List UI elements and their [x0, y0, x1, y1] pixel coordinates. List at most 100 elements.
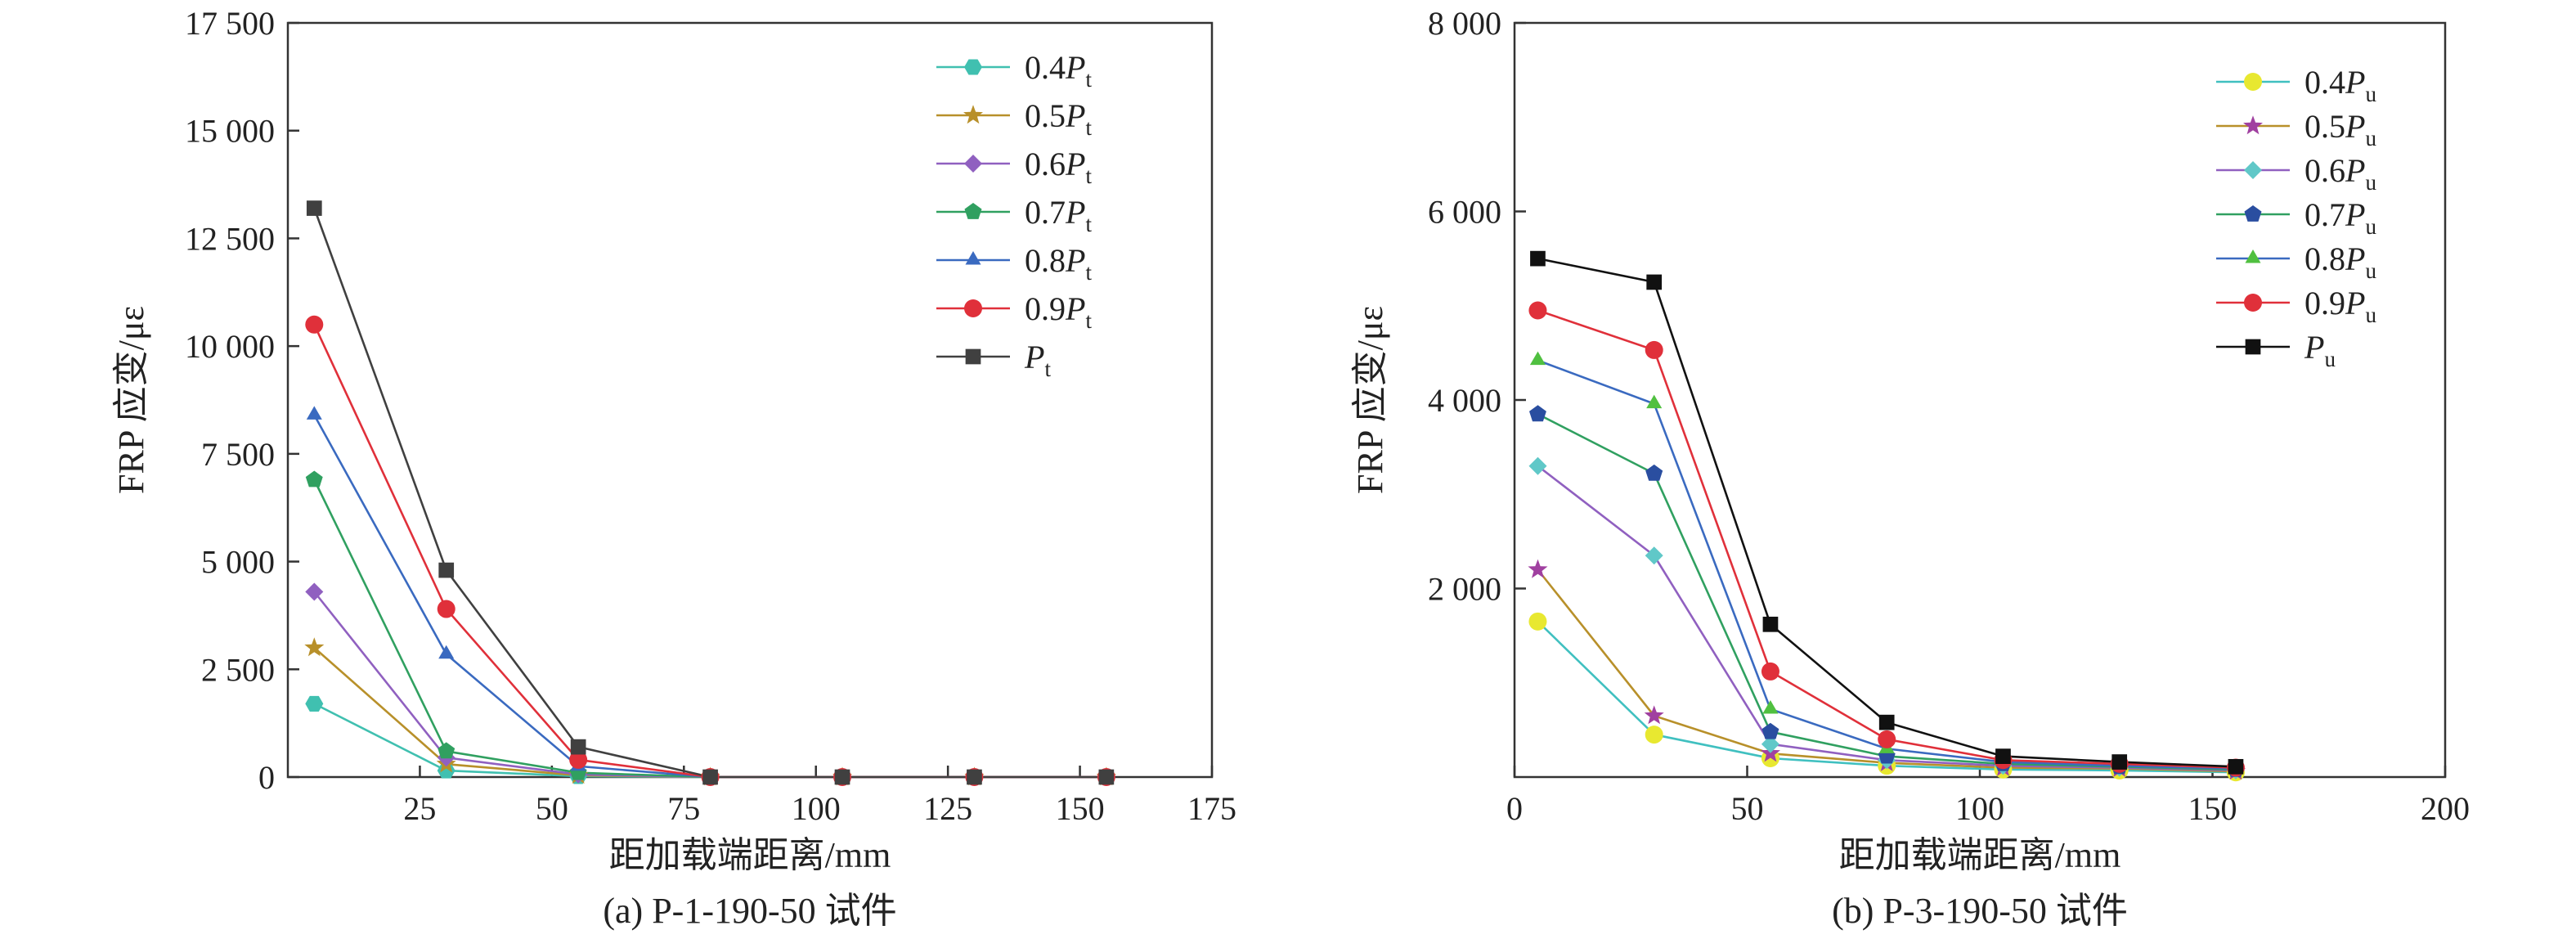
data-point [1644, 705, 1664, 725]
y-tick-label: 5 000 [201, 544, 275, 581]
data-point [438, 742, 456, 759]
data-point [1528, 456, 1547, 475]
legend-label: Pu [2304, 329, 2336, 371]
data-point [1762, 700, 1779, 714]
data-point [306, 200, 322, 216]
series-line [313, 324, 1106, 779]
data-point [1098, 769, 1115, 785]
x-axis-title-a: 距加载端距离/mm [609, 835, 891, 875]
legend-a: 0.4Pt 0.5Pt 0.6Pt 0.7Pt 0.8Pt 0.9Pt Pt [936, 49, 1092, 381]
y-tick-label: 2 500 [201, 651, 275, 688]
x-tick-label: 200 [2421, 790, 2470, 827]
data-point [437, 762, 456, 779]
data-point [1762, 616, 1779, 632]
legend-label: 0.4Pu [2304, 64, 2376, 106]
data-point [438, 645, 455, 659]
y-tick-label: 0 [258, 759, 275, 796]
legend-marker [2245, 249, 2261, 263]
data-point [1646, 274, 1663, 290]
x-tick-label: 50 [536, 790, 568, 827]
legend-label: 0.5Pu [2304, 108, 2376, 151]
x-tick-label: 100 [1955, 790, 2004, 827]
y-tick-label: 8 000 [1428, 5, 1501, 42]
data-point [967, 769, 982, 785]
legend-marker [964, 155, 982, 173]
series-line [1537, 257, 2236, 768]
legend-label: 0.9Pt [1025, 290, 1092, 333]
series-line [313, 208, 1106, 779]
data-point [305, 582, 324, 601]
chart-panel-a: 25 50 75 100 125 150 175 0 2 500 5 000 7 500 10 000… [111, 5, 1236, 931]
legend-marker [964, 299, 982, 317]
data-point [569, 750, 588, 769]
legend-marker [2244, 161, 2262, 179]
legend-label: Pt [1024, 339, 1051, 381]
legend-marker [965, 251, 981, 265]
data-point [305, 470, 323, 487]
series-markers-b [1528, 250, 2246, 782]
x-tick-label: 0 [1506, 790, 1523, 827]
data-point [1528, 301, 1547, 320]
x-tick-label: 25 [403, 790, 436, 827]
data-point [1878, 730, 1896, 748]
data-point [1761, 662, 1779, 681]
y-tick-label: 15 000 [185, 113, 275, 150]
data-point [1646, 394, 1663, 409]
y-tick-label: 7 500 [201, 436, 275, 473]
legend-label: 0.7Pt [1025, 194, 1092, 236]
legend-marker [2245, 339, 2261, 355]
data-point [1645, 464, 1663, 481]
legend-label: 0.7Pu [2304, 196, 2376, 239]
caption-a: (a) P-1-190-50 试件 [603, 891, 896, 931]
data-point [1645, 546, 1663, 565]
series-markers-a [304, 200, 1116, 786]
y-axis-title-a: FRP 应变/με [111, 306, 151, 494]
data-point [1645, 340, 1663, 359]
data-point [834, 769, 850, 785]
series-line [313, 591, 1106, 779]
x-tick-label: 175 [1187, 790, 1236, 827]
data-point [1529, 405, 1546, 422]
legend-label: 0.5Pt [1025, 97, 1092, 140]
y-tick-label: 17 500 [185, 5, 275, 42]
data-point [437, 600, 456, 618]
data-point [1530, 250, 1546, 267]
data-point [438, 562, 455, 578]
series-line [313, 646, 1106, 779]
legend-label: 0.8Pu [2304, 240, 2376, 283]
data-point [2112, 754, 2128, 770]
data-point [2228, 758, 2244, 775]
data-point [1528, 559, 1548, 578]
data-point [1761, 735, 1779, 753]
legend-marker [964, 203, 982, 219]
y-tick-label: 10 000 [185, 328, 275, 365]
x-tick-label: 75 [667, 790, 700, 827]
legend-marker [2244, 73, 2262, 91]
legend-label: 0.9Pu [2304, 285, 2376, 327]
y-axis-title-b: FRP 应变/με [1350, 306, 1390, 494]
series-line [1537, 309, 2236, 769]
legend-label: 0.8Pt [1025, 242, 1092, 285]
legend-marker [964, 59, 982, 75]
legend-marker [965, 348, 981, 365]
legend-marker [2243, 115, 2263, 135]
legend-label: 0.6Pu [2304, 152, 2376, 195]
data-point [305, 695, 324, 712]
series-lines-a [313, 208, 1106, 779]
axis-ticks-a: 25 50 75 100 125 150 175 0 2 500 5 000 7 500 10 000… [185, 5, 1236, 827]
data-point [702, 769, 718, 785]
x-tick-label: 150 [1056, 790, 1105, 827]
data-point [305, 315, 324, 334]
series-lines-b [1537, 257, 2236, 774]
series-line [1537, 359, 2236, 770]
legend-marker [963, 105, 983, 124]
data-point [1761, 722, 1779, 739]
caption-b: (b) P-3-190-50 试件 [1832, 891, 2128, 931]
data-point [570, 739, 586, 755]
data-point [1529, 351, 1546, 366]
x-tick-label: 50 [1731, 790, 1764, 827]
data-point [306, 406, 322, 420]
